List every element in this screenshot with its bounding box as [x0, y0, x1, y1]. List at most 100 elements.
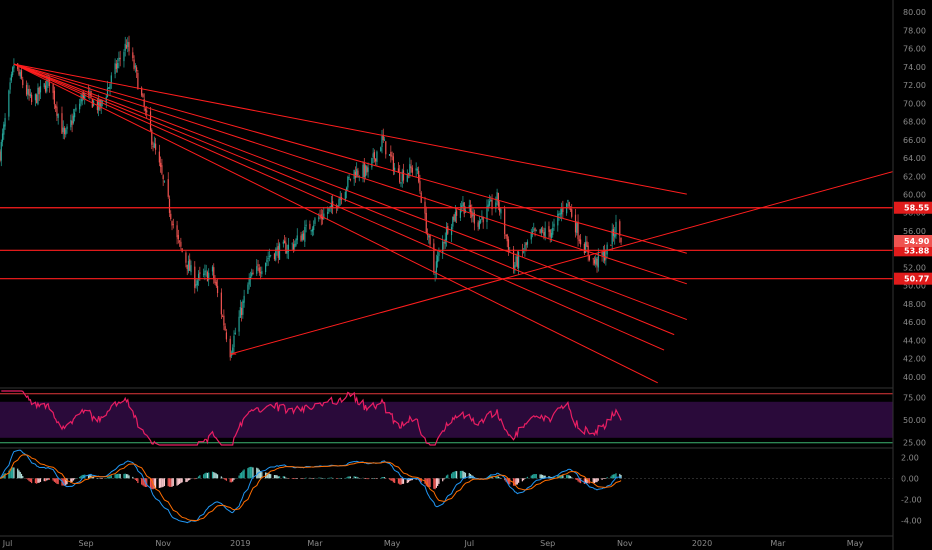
rsi-pane[interactable]: [0, 390, 893, 446]
price-pane[interactable]: [0, 35, 894, 384]
macd-histogram-bar: [534, 474, 536, 479]
macd-histogram-bar: [44, 478, 47, 482]
macd-histogram-bar: [392, 478, 394, 483]
macd-histogram-bar: [106, 477, 109, 479]
candle-body: [418, 170, 420, 182]
macd-histogram-bar: [453, 471, 455, 479]
candle-body: [392, 156, 394, 172]
candle-body: [566, 203, 568, 214]
candle-body: [348, 177, 350, 179]
candle-body: [434, 273, 436, 275]
candle-body: [220, 292, 222, 315]
macd-histogram-bar: [170, 478, 172, 487]
candle-body: [362, 164, 364, 178]
macd-histogram-bar: [605, 478, 607, 479]
fan-trendline: [13, 63, 665, 351]
macd-histogram-bar: [319, 477, 321, 479]
candle-body: [282, 241, 284, 244]
candle-body: [151, 129, 153, 145]
macd-histogram-bar: [533, 474, 535, 479]
macd-pane[interactable]: [0, 449, 893, 524]
macd-histogram-bar: [105, 478, 107, 479]
candle-body: [390, 151, 392, 157]
candle-body: [394, 167, 396, 171]
macd-histogram-bar: [568, 475, 570, 479]
candle-body: [524, 244, 526, 251]
macd-histogram-bar: [530, 475, 532, 479]
candle-body: [459, 209, 462, 218]
fan-trendline: [13, 63, 687, 285]
candle-body: [514, 265, 516, 271]
macd-histogram-bar: [542, 474, 544, 479]
candle-body: [22, 79, 24, 86]
macd-histogram-bar: [179, 478, 181, 484]
macd-histogram-bar: [586, 478, 588, 484]
price-axis-tick: 66.00: [903, 136, 926, 145]
macd-axis-tick: -4.00: [901, 516, 922, 525]
candle-body: [291, 243, 293, 245]
macd-histogram-bar: [258, 469, 260, 479]
macd-histogram-bar: [606, 477, 608, 479]
candle-body: [211, 266, 214, 272]
macd-histogram-bar: [442, 478, 444, 482]
candle-body: [426, 233, 429, 236]
candle-body: [382, 134, 384, 141]
macd-histogram-bar: [167, 478, 169, 487]
macd-axis-tick: -2.00: [901, 495, 922, 504]
macd-histogram-bar: [240, 472, 243, 479]
macd-histogram-bar: [12, 467, 14, 479]
macd-histogram-bar: [507, 478, 510, 485]
candle-body: [27, 88, 29, 95]
candle-body: [137, 72, 139, 90]
candle-body: [80, 99, 82, 104]
time-axis-tick: Sep: [78, 539, 93, 548]
macd-histogram-bar: [579, 478, 582, 484]
candle-body: [367, 167, 369, 172]
macd-histogram-bar: [243, 469, 245, 479]
macd-histogram-bar: [142, 478, 144, 486]
candle-body: [495, 202, 497, 209]
macd-histogram-bar: [321, 478, 324, 479]
candle-body: [443, 242, 445, 244]
candle-body: [482, 216, 484, 223]
macd-histogram-bar: [371, 478, 373, 479]
candle-body: [163, 180, 166, 182]
macd-histogram-bar: [196, 477, 198, 479]
macd-histogram-bar: [27, 478, 29, 480]
candle-body: [62, 127, 64, 133]
macd-histogram-bar: [420, 478, 422, 483]
macd-histogram-bar: [311, 478, 314, 479]
candle-body: [447, 225, 449, 234]
time-axis-tick: 2019: [230, 539, 250, 548]
candle-body: [234, 332, 236, 335]
candle-body: [278, 243, 281, 260]
macd-histogram-bar: [296, 478, 298, 479]
macd-histogram-bar: [273, 475, 276, 479]
candle-body: [425, 212, 427, 234]
candle-body: [533, 229, 535, 231]
macd-histogram-bar: [163, 478, 166, 487]
candle-body: [401, 171, 403, 182]
candle-body: [277, 245, 279, 258]
candle-body: [149, 111, 152, 131]
candle-body: [388, 154, 391, 156]
macd-histogram-bar: [252, 467, 254, 479]
candle-body: [478, 220, 480, 229]
macd-histogram-bar: [434, 478, 436, 490]
macd-histogram-bar: [230, 478, 233, 483]
time-axis-tick: Mar: [307, 539, 323, 548]
candle-body: [415, 168, 417, 171]
candle-body: [100, 100, 102, 108]
candle-body: [614, 234, 616, 238]
candle-body: [595, 257, 597, 265]
candle-body: [450, 227, 453, 235]
candle-body: [462, 202, 464, 207]
macd-histogram-bar: [13, 467, 15, 479]
candle-body: [292, 244, 295, 250]
candle-body: [487, 204, 489, 208]
candle-body: [161, 165, 163, 174]
candle-body: [143, 99, 145, 108]
axis-label-text: 50.77: [904, 275, 929, 284]
candle-body: [213, 267, 215, 279]
macd-histogram-bar: [197, 476, 200, 479]
